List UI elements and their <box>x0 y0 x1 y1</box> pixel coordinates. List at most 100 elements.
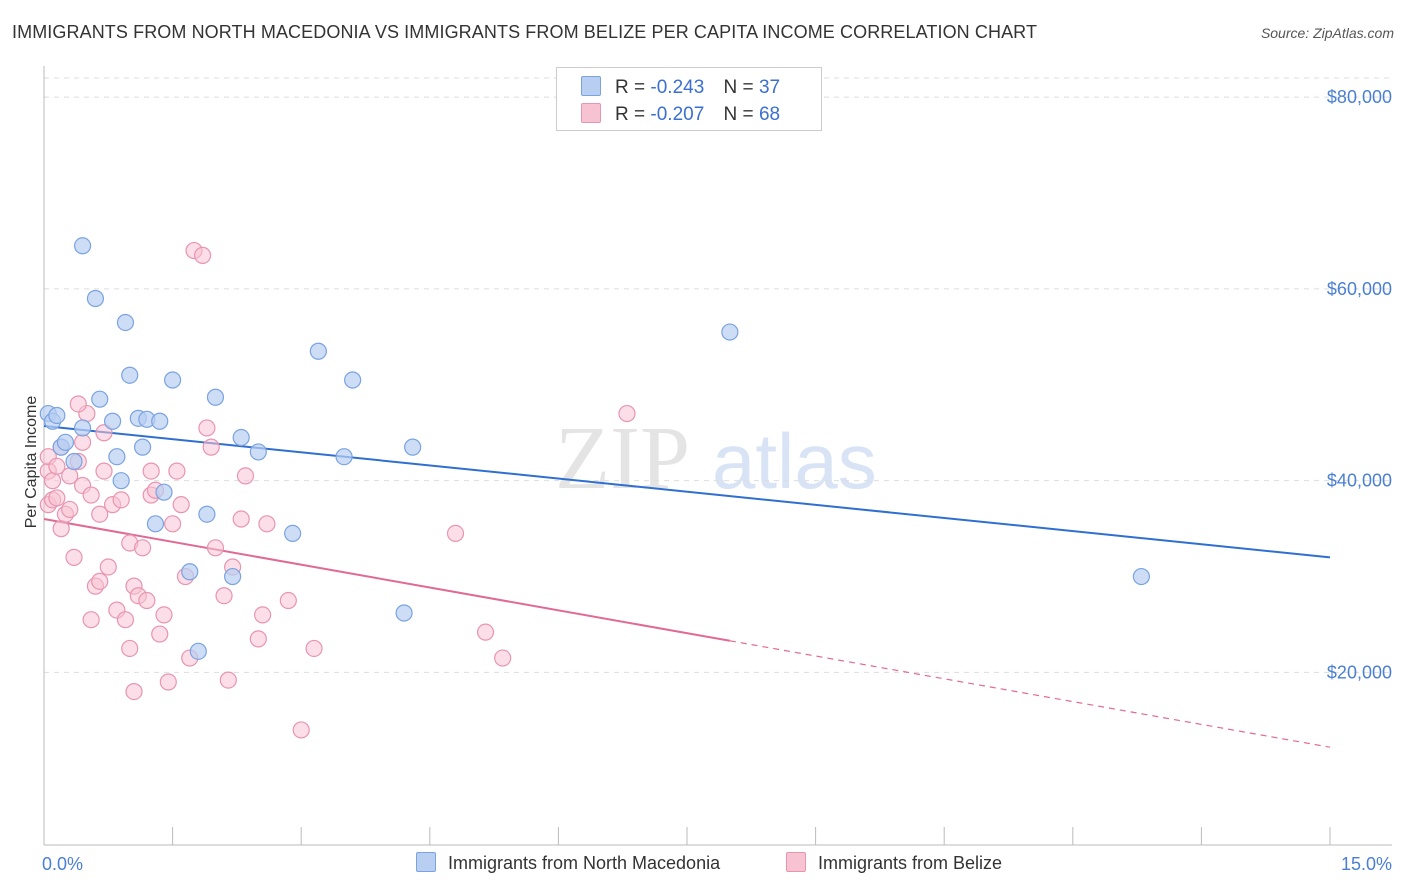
belize-point <box>52 520 70 538</box>
belize-point <box>95 424 113 442</box>
belize-point <box>65 548 83 566</box>
north-macedonia-point <box>121 366 139 384</box>
belize-point <box>142 462 160 480</box>
belize-point <box>254 606 272 624</box>
belize-point <box>125 682 143 701</box>
north-macedonia-point <box>721 323 739 341</box>
chart-title: IMMIGRANTS FROM NORTH MACEDONIA VS IMMIG… <box>12 22 1038 42</box>
belize-point <box>198 419 216 437</box>
legend-item-belize[interactable]: Immigrants from Belize <box>786 852 1002 874</box>
north-macedonia-point <box>206 388 225 406</box>
legend-item-north-macedonia[interactable]: Immigrants from North Macedonia <box>416 852 720 874</box>
watermark-zip: ZIP <box>555 409 690 508</box>
belize-point <box>206 539 225 557</box>
legend-row-north-macedonia: R = -0.243 N = 37 <box>581 76 780 99</box>
north-macedonia-point <box>112 472 130 490</box>
north-macedonia-point <box>155 483 173 501</box>
north-macedonia-point <box>151 412 169 430</box>
north-macedonia-point <box>48 406 66 425</box>
y-tick-label: $20,000 <box>1327 662 1392 682</box>
legend-r-value: -0.243 <box>650 77 705 98</box>
belize-point <box>155 606 173 624</box>
north-macedonia-point <box>335 448 353 466</box>
belize-point <box>219 671 237 689</box>
legend-row-belize: R = -0.207 N = 68 <box>581 103 780 126</box>
legend-n-label: N = <box>723 104 754 125</box>
north-macedonia-point <box>108 448 126 466</box>
belize-point <box>305 639 323 658</box>
x-tick-label: 15.0% <box>1341 854 1392 874</box>
belize-point <box>258 515 276 533</box>
watermark-atlas: atlas <box>712 417 877 505</box>
belize-point <box>168 462 186 480</box>
north-macedonia-point <box>224 567 242 586</box>
belize-point <box>116 611 135 629</box>
belize-point <box>121 639 139 658</box>
north-macedonia-point <box>133 438 152 456</box>
belize-point <box>48 489 66 507</box>
north-macedonia-point <box>198 505 216 523</box>
belize-point <box>494 649 512 667</box>
belize-point <box>232 510 250 528</box>
belize-point <box>82 486 100 504</box>
north-macedonia-point <box>395 604 413 622</box>
belize-point <box>446 524 465 543</box>
belize-point <box>172 496 190 514</box>
legend-n-value: 68 <box>758 104 781 125</box>
north-macedonia-point <box>65 452 83 471</box>
pink-swatch-icon <box>786 852 806 872</box>
belize-point <box>476 623 495 641</box>
belize-trend-extension <box>729 640 1331 748</box>
north-macedonia-points <box>39 237 1150 660</box>
north-macedonia-point <box>56 433 75 451</box>
north-macedonia-point <box>73 237 92 255</box>
belize-points <box>39 241 636 739</box>
north-macedonia-point <box>103 412 122 430</box>
belize-point <box>249 630 267 648</box>
belize-point <box>215 587 233 605</box>
blue-swatch-icon <box>581 76 601 96</box>
belize-point <box>151 625 169 643</box>
north-macedonia-point <box>1132 567 1150 586</box>
series-legend: Immigrants from North Macedonia Immigran… <box>0 852 1406 878</box>
source-credit: Source: ZipAtlas.com <box>1260 25 1394 41</box>
legend-r-label: R = <box>615 77 646 98</box>
belize-point <box>159 673 177 691</box>
y-axis-label: Per Capita Income <box>23 396 40 529</box>
watermark: ZIP atlas <box>555 409 877 508</box>
x-tick-label: 0.0% <box>42 854 83 874</box>
legend-n-label: N = <box>723 77 754 98</box>
legend-label-belize: Immigrants from Belize <box>818 853 1003 873</box>
north-macedonia-point <box>146 515 165 533</box>
belize-point <box>138 591 156 610</box>
belize-point <box>61 500 79 519</box>
belize-point <box>73 433 92 451</box>
correlation-legend: R = -0.243 N = 37 R = -0.207 N = 68 <box>556 67 822 131</box>
belize-point <box>236 467 255 485</box>
belize-point <box>618 404 636 423</box>
y-tick-label: $80,000 <box>1327 87 1392 107</box>
belize-point <box>69 395 87 413</box>
belize-point <box>133 539 152 557</box>
grid-lines <box>44 77 1392 673</box>
north-macedonia-point <box>404 438 422 456</box>
belize-point <box>91 572 109 590</box>
belize-point <box>43 472 62 490</box>
belize-point <box>82 611 100 629</box>
y-tick-label: $60,000 <box>1327 279 1392 299</box>
north-macedonia-point <box>164 371 182 389</box>
belize-point <box>164 515 182 533</box>
belize-point <box>48 457 66 475</box>
belize-point <box>99 558 117 576</box>
legend-n-value: 37 <box>758 77 781 98</box>
belize-point <box>194 246 212 264</box>
legend-r-value: -0.207 <box>650 104 705 125</box>
belize-point <box>292 721 310 739</box>
belize-point <box>279 591 297 610</box>
belize-point <box>95 462 113 480</box>
north-macedonia-point <box>181 563 199 581</box>
pink-swatch-icon <box>581 103 601 123</box>
north-macedonia-point <box>86 289 105 308</box>
north-macedonia-point <box>232 428 250 447</box>
